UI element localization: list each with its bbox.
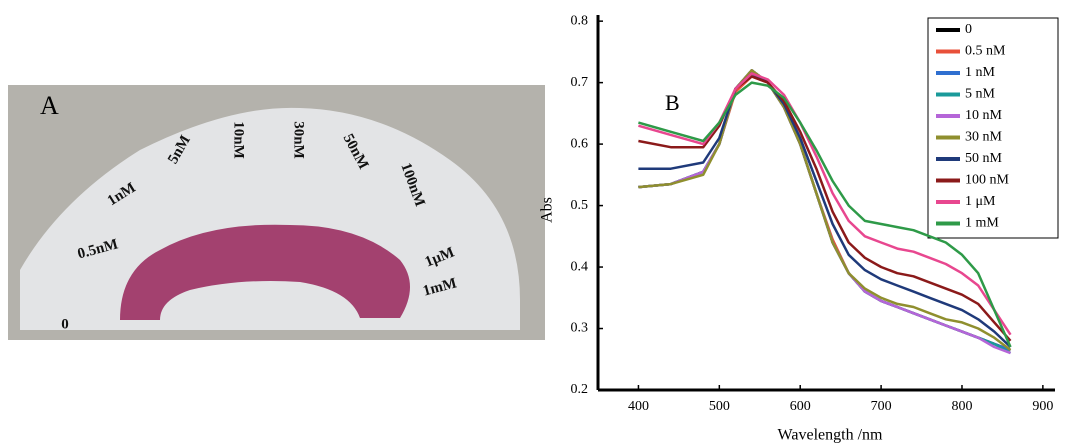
legend-label: 30 nM — [965, 130, 1003, 145]
legend-label: 100 nM — [965, 173, 1010, 188]
series-line — [638, 81, 1012, 348]
tube-label: 10nM — [231, 121, 247, 159]
legend-label: 1 μM — [965, 194, 996, 209]
y-tick-label: 0.3 — [571, 321, 589, 336]
x-tick-label: 600 — [790, 399, 811, 414]
y-tick-label: 0.4 — [571, 259, 589, 274]
legend-label: 1 nM — [965, 65, 996, 80]
y-tick-label: 0.7 — [571, 75, 589, 90]
x-tick-label: 900 — [1032, 399, 1053, 414]
x-tick-label: 700 — [871, 399, 892, 414]
y-tick-label: 0.8 — [571, 13, 589, 28]
y-axis-label: Abs — [539, 197, 556, 223]
photo: A — [8, 85, 545, 340]
panel-label: B — [665, 90, 680, 115]
legend-label: 5 nM — [965, 87, 996, 102]
legend-label: 0.5 nM — [965, 44, 1006, 59]
y-tick-label: 0.2 — [571, 382, 589, 397]
series-line — [638, 72, 1012, 348]
x-tick-label: 800 — [951, 399, 972, 414]
y-tick-label: 0.6 — [571, 136, 589, 151]
legend-label: 1 mM — [965, 216, 999, 231]
legend-label: 0 — [965, 22, 972, 37]
x-tick-label: 500 — [709, 399, 730, 414]
x-axis-label: Wavelength /nm — [778, 427, 883, 444]
tube-label: 30nM — [291, 121, 307, 159]
pink-solution — [120, 224, 410, 320]
series-line — [638, 72, 1012, 336]
tube-label: 0 — [61, 316, 69, 332]
y-tick-label: 0.5 — [571, 198, 589, 213]
x-tick-label: 400 — [628, 399, 649, 414]
legend-label: 10 nM — [965, 108, 1003, 123]
panel-label: A — [40, 91, 59, 120]
legend-label: 50 nM — [965, 151, 1003, 166]
